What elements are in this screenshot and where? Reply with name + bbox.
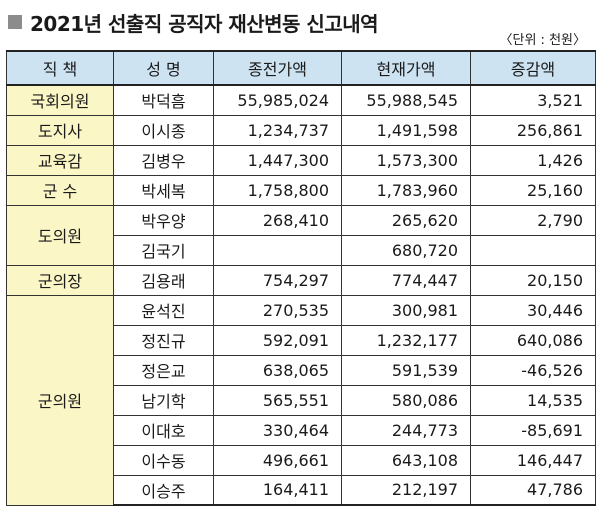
previous-value-cell: 565,551 [213, 384, 342, 416]
position-cell: 교육감 [6, 144, 114, 176]
name-cell: 이시종 [113, 114, 214, 146]
current-value-cell: 643,108 [341, 444, 471, 476]
previous-value-cell: 268,410 [213, 204, 342, 236]
position-cell: 군의장 [6, 264, 114, 296]
name-cell: 정진규 [113, 324, 214, 356]
previous-value-cell: 330,464 [213, 414, 342, 446]
current-value-cell: 580,086 [341, 384, 471, 416]
table-row: 정진규 592,091 1,232,177 640,086 [7, 324, 596, 356]
position-cell: 도지사 [6, 114, 114, 146]
name-cell: 김용래 [113, 264, 214, 296]
name-cell: 김병우 [113, 144, 214, 176]
change-cell: 47,786 [470, 474, 596, 506]
change-cell: 14,535 [470, 384, 596, 416]
current-value-cell: 1,491,598 [341, 114, 471, 146]
table-row: 이승주 164,411 212,197 47,786 [7, 474, 596, 506]
name-cell: 김국기 [113, 234, 214, 266]
change-cell: 3,521 [470, 84, 596, 116]
table-row: 군 수 박세복 1,758,800 1,783,960 25,160 [6, 174, 596, 206]
page-title: 2021년 선출직 공직자 재산변동 신고내역 [30, 12, 379, 36]
name-cell: 박세복 [113, 174, 214, 206]
previous-value-cell: 55,985,024 [213, 84, 342, 116]
change-cell: 146,447 [470, 444, 596, 476]
table-row: 군의원 윤석진 270,535 300,981 30,446 [6, 294, 596, 506]
table-row: 정은교 638,065 591,539 -46,526 [7, 354, 596, 386]
gray-square-icon [8, 15, 22, 29]
header-previous-value: 종전가액 [213, 50, 342, 86]
name-cell: 박덕흠 [113, 84, 214, 116]
previous-value-cell: 592,091 [213, 324, 342, 356]
title-row: 2021년 선출직 공직자 재산변동 신고내역 〈단위 : 천원〉 [8, 8, 596, 48]
current-value-cell: 55,988,545 [341, 84, 471, 116]
name-cell: 이승주 [113, 474, 214, 506]
current-value-cell: 244,773 [341, 414, 471, 446]
table-row: 도의원 박우양 268,410 265,620 2,790 [6, 204, 596, 266]
table-row: 이대호 330,464 244,773 -85,691 [7, 414, 596, 446]
name-cell: 이대호 [113, 414, 214, 446]
current-value-cell: 1,232,177 [341, 324, 471, 356]
asset-change-table: 직 책 성 명 종전가액 현재가액 증감액 국회의원 박덕흠 55,985,024 5… [6, 50, 596, 506]
current-value-cell: 591,539 [341, 354, 471, 386]
current-value-cell: 212,197 [341, 474, 471, 506]
previous-value-cell: 164,411 [213, 474, 342, 506]
position-cell: 도의원 [6, 204, 114, 266]
current-value-cell: 1,573,300 [341, 144, 471, 176]
change-cell: 20,150 [470, 264, 596, 296]
previous-value-cell: 1,447,300 [213, 144, 342, 176]
change-cell [470, 234, 596, 266]
header-position: 직 책 [6, 50, 114, 86]
table-row: 군의장 김용래 754,297 774,447 20,150 [6, 264, 596, 296]
name-cell: 윤석진 [113, 294, 214, 326]
previous-value-cell: 270,535 [213, 294, 342, 326]
table-row: 도지사 이시종 1,234,737 1,491,598 256,861 [6, 114, 596, 146]
previous-value-cell: 638,065 [213, 354, 342, 386]
current-value-cell: 774,447 [341, 264, 471, 296]
change-cell: 30,446 [470, 294, 596, 326]
name-cell: 박우양 [113, 204, 214, 236]
previous-value-cell: 1,234,737 [213, 114, 342, 146]
table-header-row: 직 책 성 명 종전가액 현재가액 증감액 [6, 50, 596, 86]
previous-value-cell: 496,661 [213, 444, 342, 476]
position-cell: 국회의원 [6, 84, 114, 116]
unit-label: 〈단위 : 천원〉 [499, 33, 587, 48]
name-cell: 이수동 [113, 444, 214, 476]
current-value-cell: 680,720 [341, 234, 471, 266]
change-cell: -46,526 [470, 354, 596, 386]
current-value-cell: 265,620 [341, 204, 471, 236]
change-cell: -85,691 [470, 414, 596, 446]
previous-value-cell: 1,758,800 [213, 174, 342, 206]
previous-value-cell [213, 234, 342, 266]
change-cell: 640,086 [470, 324, 596, 356]
current-value-cell: 1,783,960 [341, 174, 471, 206]
change-cell: 25,160 [470, 174, 596, 206]
change-cell: 256,861 [470, 114, 596, 146]
position-cell: 군 수 [6, 174, 114, 206]
table-body: 국회의원 박덕흠 55,985,024 55,988,545 3,521 도지사 이시종 1,… [6, 84, 596, 506]
change-cell: 2,790 [470, 204, 596, 236]
table-row: 교육감 김병우 1,447,300 1,573,300 1,426 [6, 144, 596, 176]
header-change: 증감액 [470, 50, 596, 86]
name-cell: 남기학 [113, 384, 214, 416]
header-current-value: 현재가액 [341, 50, 471, 86]
header-name: 성 명 [113, 50, 214, 86]
current-value-cell: 300,981 [341, 294, 471, 326]
previous-value-cell: 754,297 [213, 264, 342, 296]
position-cell: 군의원 [6, 294, 114, 506]
change-cell: 1,426 [470, 144, 596, 176]
table-row: 국회의원 박덕흠 55,985,024 55,988,545 3,521 [6, 84, 596, 116]
name-cell: 정은교 [113, 354, 214, 386]
